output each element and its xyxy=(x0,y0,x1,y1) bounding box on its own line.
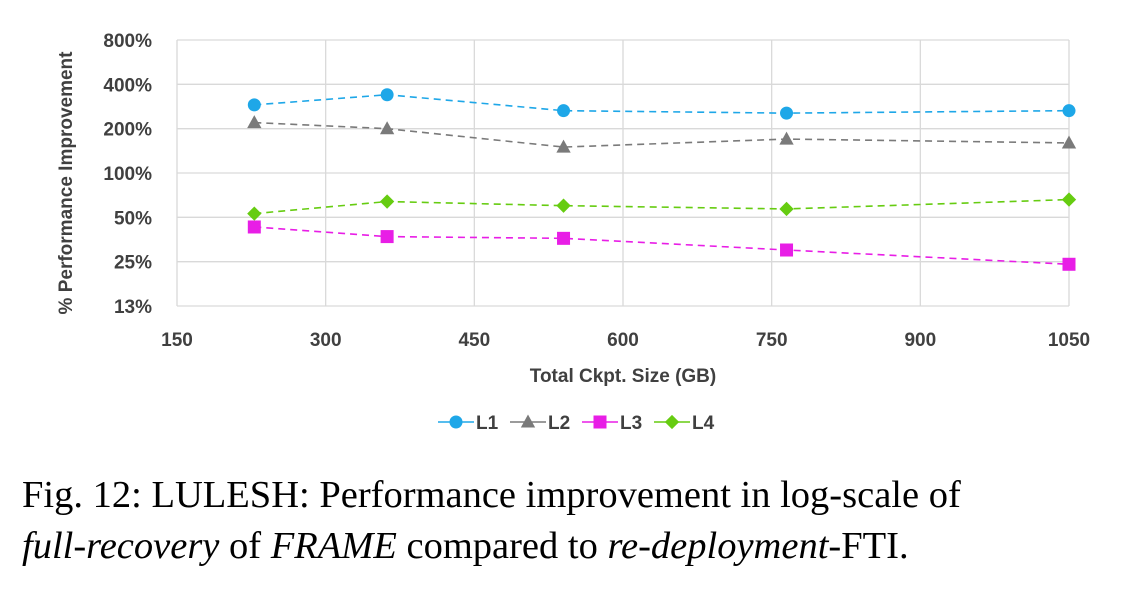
point-l1 xyxy=(557,104,571,118)
y-tick-label: 400% xyxy=(103,75,152,96)
caption-emphasis-frame: FRAME xyxy=(270,525,397,567)
legend-marker-l2 xyxy=(520,414,536,428)
caption-emphasis-re-deployment: re-deployment xyxy=(607,525,829,567)
caption-text-d: -FTI. xyxy=(828,525,909,567)
point-l4 xyxy=(779,201,794,217)
x-tick-label: 1050 xyxy=(1048,330,1090,351)
gridlines xyxy=(176,39,1070,307)
caption-text-a: LULESH: Performance improvement in log-s… xyxy=(141,474,961,516)
legend-label-l2: L2 xyxy=(548,413,570,434)
caption-text-b: of xyxy=(219,525,271,567)
legend-marker-l3 xyxy=(593,415,607,429)
legend-item-l1: L1 xyxy=(438,413,499,434)
series-l1 xyxy=(247,88,1076,120)
x-tick-label: 750 xyxy=(756,330,788,351)
x-axis-title: Total Ckpt. Size (GB) xyxy=(530,366,716,387)
y-axis-ticks: 13% 25% 50% 100% 200% 400% 800% xyxy=(103,31,152,318)
point-l4 xyxy=(247,206,262,221)
point-l3 xyxy=(780,243,794,257)
y-axis-title: % Performance Improvement xyxy=(56,51,77,315)
point-l3 xyxy=(380,230,394,244)
legend-marker-l1 xyxy=(449,415,463,429)
legend-marker-l4 xyxy=(664,414,680,430)
x-axis-ticks: 150 300 450 600 750 900 1050 xyxy=(161,330,1090,351)
y-tick-label: 200% xyxy=(103,120,152,141)
legend: L1 L2 L3 L4 xyxy=(438,413,715,434)
legend-item-l2: L2 xyxy=(510,413,570,434)
caption-emphasis-full-recovery: full-recovery xyxy=(22,525,220,567)
point-l3 xyxy=(1062,257,1076,271)
caption-text-c: compared to xyxy=(396,525,608,567)
figure-caption: Fig. 12: LULESH: Performance improvement… xyxy=(22,470,1122,572)
series-l4 xyxy=(247,192,1077,221)
y-tick-label: 50% xyxy=(114,208,152,229)
y-tick-label: 100% xyxy=(103,164,152,185)
x-tick-label: 600 xyxy=(607,330,639,351)
y-tick-label: 800% xyxy=(103,31,152,52)
point-l2 xyxy=(556,139,571,153)
x-tick-label: 900 xyxy=(904,330,936,351)
series-l3 xyxy=(247,220,1076,271)
x-tick-label: 300 xyxy=(310,330,342,351)
x-tick-label: 450 xyxy=(458,330,490,351)
y-tick-label: 13% xyxy=(114,297,152,318)
point-l2 xyxy=(379,121,395,135)
legend-item-l3: L3 xyxy=(582,413,642,434)
point-l1 xyxy=(1062,104,1076,118)
point-l1 xyxy=(780,106,794,120)
point-l4 xyxy=(1061,192,1077,207)
series-l3-line xyxy=(254,226,1070,266)
point-l1 xyxy=(247,98,261,112)
series-l1-line xyxy=(254,93,1070,114)
legend-label-l1: L1 xyxy=(476,413,499,434)
point-l1 xyxy=(380,88,394,102)
series-l4-line xyxy=(254,198,1070,215)
x-tick-label: 150 xyxy=(161,330,193,351)
series-l2 xyxy=(247,115,1077,153)
y-tick-label: 25% xyxy=(114,253,152,274)
point-l4 xyxy=(556,198,571,213)
point-l2 xyxy=(247,115,262,129)
legend-item-l4: L4 xyxy=(654,413,715,434)
legend-label-l3: L3 xyxy=(620,413,642,434)
caption-line-2: full-recovery of FRAME compared to re-de… xyxy=(22,521,1122,572)
point-l2 xyxy=(1061,135,1077,149)
series-l2-line xyxy=(254,121,1070,148)
caption-line-1: Fig. 12: LULESH: Performance improvement… xyxy=(22,470,1122,521)
point-l3 xyxy=(247,220,261,234)
caption-label: Fig. 12: xyxy=(22,474,142,516)
series-layer xyxy=(247,88,1077,271)
point-l3 xyxy=(557,231,571,245)
point-l4 xyxy=(379,194,395,209)
legend-label-l4: L4 xyxy=(692,413,715,434)
point-l2 xyxy=(779,131,794,145)
chart: 13% 25% 50% 100% 200% 400% 800% 150 300 450 600 75… xyxy=(56,31,1090,434)
